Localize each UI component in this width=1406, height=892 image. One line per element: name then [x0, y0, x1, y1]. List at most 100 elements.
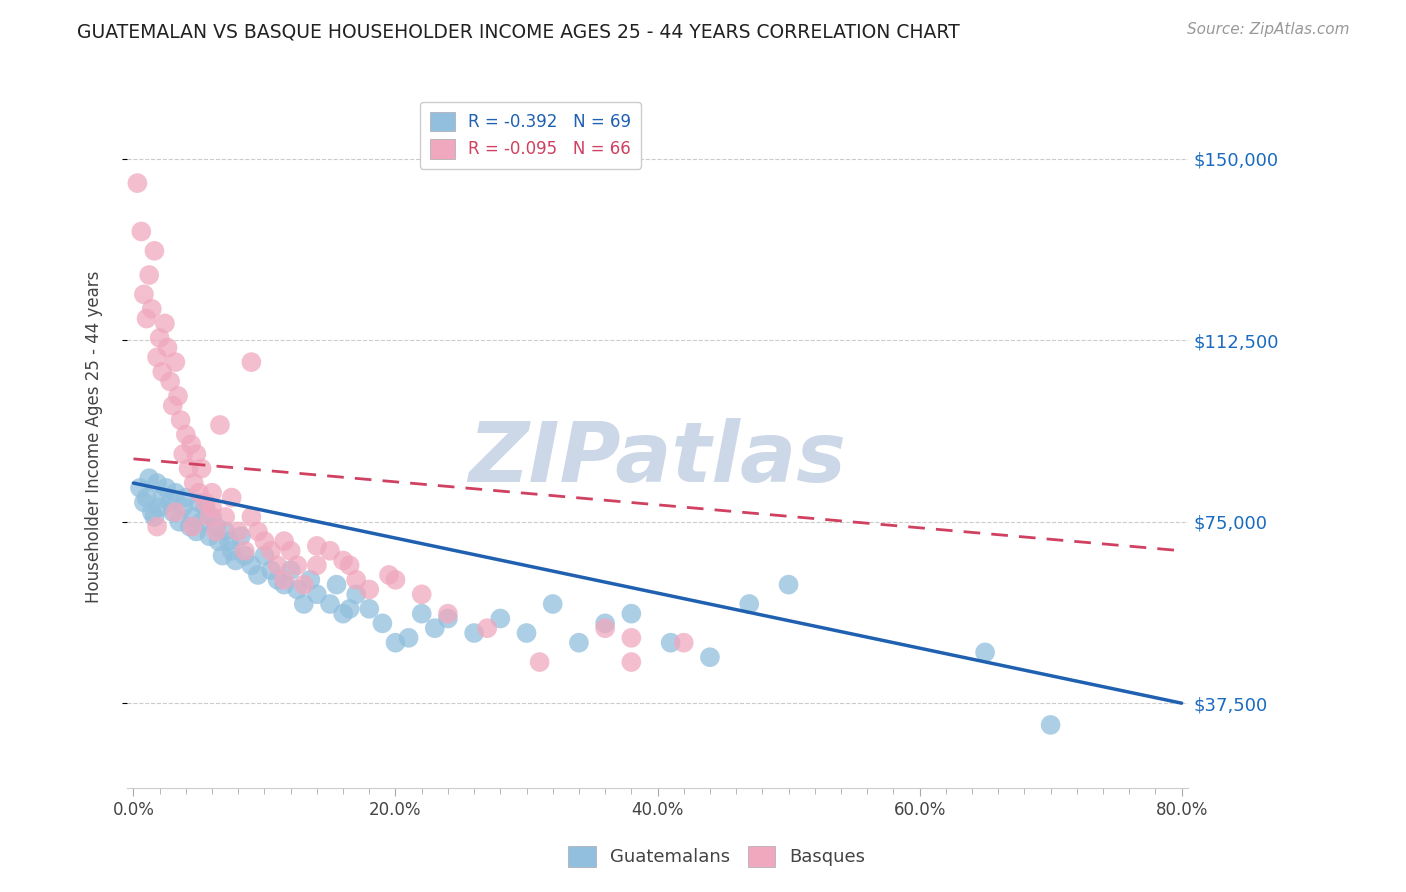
Point [174, 427, 197, 442]
Point [167, 389, 190, 403]
Point [180, 437, 202, 451]
Point [339, 558, 361, 573]
Point [198, 510, 221, 524]
Point [156, 341, 179, 355]
Point [477, 621, 499, 635]
Point [515, 626, 537, 640]
Point [593, 621, 616, 635]
Point [699, 650, 721, 665]
Point [305, 539, 328, 553]
Point [738, 597, 761, 611]
Point [260, 563, 283, 577]
Point [181, 510, 204, 524]
Point [149, 331, 172, 345]
Point [143, 510, 166, 524]
Point [181, 519, 204, 533]
Point [131, 225, 153, 239]
Point [201, 485, 224, 500]
Point [221, 491, 243, 505]
Point [174, 491, 197, 505]
Legend: R = -0.392   N = 69, R = -0.095   N = 66: R = -0.392 N = 69, R = -0.095 N = 66 [419, 102, 641, 169]
Point [974, 645, 997, 659]
Point [371, 616, 394, 631]
Point [186, 524, 208, 539]
Point [332, 553, 354, 567]
Point [169, 515, 191, 529]
Point [593, 616, 616, 631]
Text: GUATEMALAN VS BASQUE HOUSEHOLDER INCOME AGES 25 - 44 YEARS CORRELATION CHART: GUATEMALAN VS BASQUE HOUSEHOLDER INCOME … [77, 22, 960, 41]
Point [305, 587, 328, 601]
Point [226, 524, 249, 539]
Point [221, 543, 243, 558]
Point [132, 495, 155, 509]
Point [411, 607, 433, 621]
Point [214, 524, 236, 539]
Point [359, 582, 381, 597]
Point [183, 476, 205, 491]
Point [411, 587, 433, 601]
Point [135, 491, 157, 505]
Point [225, 553, 247, 567]
Point [198, 529, 221, 543]
Point [190, 515, 212, 529]
Point [150, 365, 173, 379]
Point [205, 519, 228, 533]
Point [190, 461, 212, 475]
Point [188, 495, 211, 509]
Point [188, 485, 211, 500]
Point [384, 573, 406, 587]
Point [129, 481, 152, 495]
Point [165, 355, 187, 369]
Point [620, 607, 643, 621]
Point [305, 558, 328, 573]
Point [149, 500, 172, 515]
Point [172, 447, 194, 461]
Point [165, 485, 187, 500]
Point [162, 505, 184, 519]
Point [132, 287, 155, 301]
Point [150, 491, 173, 505]
Point [138, 471, 160, 485]
Point [138, 268, 160, 282]
Point [463, 626, 485, 640]
Point [292, 577, 315, 591]
Y-axis label: Householder Income Ages 25 - 44 years: Householder Income Ages 25 - 44 years [86, 271, 103, 603]
Point [332, 607, 354, 621]
Point [186, 447, 208, 461]
Point [246, 568, 269, 582]
Point [1039, 718, 1062, 732]
Point [280, 543, 302, 558]
Point [229, 529, 252, 543]
Point [201, 500, 224, 515]
Point [207, 534, 229, 549]
Point [146, 519, 169, 533]
Point [146, 351, 169, 365]
Point [672, 636, 695, 650]
Point [344, 587, 367, 601]
Point [169, 413, 191, 427]
Point [194, 495, 217, 509]
Point [378, 568, 401, 582]
Point [325, 577, 347, 591]
Point [359, 602, 381, 616]
Point [233, 549, 256, 563]
Point [162, 399, 184, 413]
Point [214, 510, 236, 524]
Point [273, 573, 295, 587]
Point [233, 543, 256, 558]
Point [218, 534, 240, 549]
Point [159, 375, 181, 389]
Point [246, 524, 269, 539]
Point [659, 636, 682, 650]
Point [273, 577, 295, 591]
Legend: Guatemalans, Basques: Guatemalans, Basques [561, 838, 873, 874]
Point [266, 558, 288, 573]
Point [211, 549, 233, 563]
Point [339, 602, 361, 616]
Point [299, 573, 322, 587]
Point [146, 476, 169, 491]
Point [280, 563, 302, 577]
Point [620, 631, 643, 645]
Point [165, 505, 187, 519]
Point [285, 582, 308, 597]
